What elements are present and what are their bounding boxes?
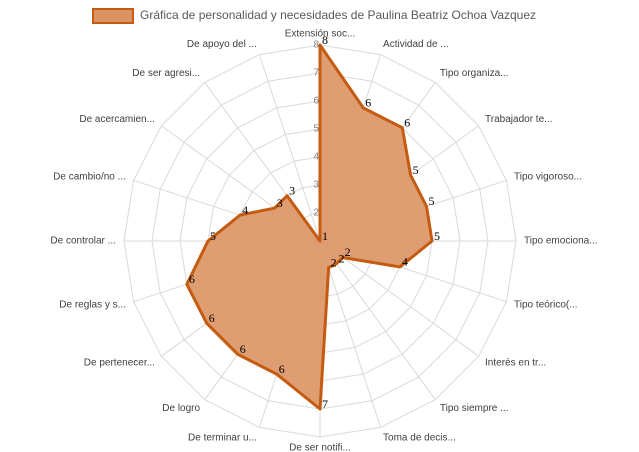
legend-swatch xyxy=(92,8,134,24)
data-label: 6 xyxy=(189,272,195,286)
category-label: Interés en tr... xyxy=(485,357,546,368)
tick-label: 4 xyxy=(313,152,319,163)
data-label: 6 xyxy=(365,96,371,110)
category-label: De acercamien... xyxy=(79,114,155,125)
data-label: 3 xyxy=(277,196,283,210)
data-label: 2 xyxy=(345,245,351,259)
category-label: Tipo vigoroso... xyxy=(514,172,582,183)
category-label: De ser agresi... xyxy=(132,68,200,79)
category-label: Toma de decis... xyxy=(383,433,456,444)
data-label: 1 xyxy=(322,229,328,243)
category-label: De pertenecer... xyxy=(84,357,155,368)
category-label: De logro xyxy=(162,403,200,414)
category-label: Tipo emociona... xyxy=(524,236,598,247)
data-label: 5 xyxy=(413,163,419,177)
data-label: 5 xyxy=(429,194,435,208)
category-label: De terminar u... xyxy=(188,433,257,444)
data-label: 6 xyxy=(209,311,215,325)
data-label: 6 xyxy=(240,342,246,356)
category-label: Trabajador te... xyxy=(485,114,552,125)
spoke xyxy=(319,240,382,428)
data-label: 3 xyxy=(289,183,295,197)
spoke xyxy=(258,54,321,242)
category-label: De cambio/no ... xyxy=(53,172,126,183)
data-label: 6 xyxy=(279,362,285,376)
data-label: 2 xyxy=(338,251,344,265)
category-label: De controlar ... xyxy=(50,236,116,247)
legend-label: Gráfica de personalidad y necesidades de… xyxy=(140,8,536,22)
data-label: 2 xyxy=(331,255,337,269)
category-label: Actividad de ... xyxy=(383,39,449,50)
data-label: 6 xyxy=(404,115,410,129)
spoke xyxy=(319,240,479,357)
data-label: 7 xyxy=(322,397,328,411)
data-label: 4 xyxy=(402,255,408,269)
tick-label: 5 xyxy=(313,124,319,135)
series-area xyxy=(185,43,434,411)
data-label: 8 xyxy=(322,33,328,47)
tick-label: 6 xyxy=(313,96,319,107)
tick-label: 3 xyxy=(313,180,319,191)
category-label: De apoyo del ... xyxy=(187,39,257,50)
data-label: 5 xyxy=(210,229,216,243)
category-label: Tipo organiza... xyxy=(440,68,509,79)
spoke xyxy=(319,240,436,400)
tick-label: 2 xyxy=(313,208,319,219)
category-label: De reglas y s... xyxy=(59,300,126,311)
tick-label: 8 xyxy=(313,40,319,51)
category-label: De ser notifi... xyxy=(289,443,351,452)
data-label: 4 xyxy=(242,203,248,217)
category-label: Extensión soc... xyxy=(285,29,356,40)
category-label: Tipo teórico(... xyxy=(514,300,578,311)
tick-label: 7 xyxy=(313,68,319,79)
category-label: Tipo siempre ... xyxy=(440,403,509,414)
data-label: 5 xyxy=(434,229,440,243)
